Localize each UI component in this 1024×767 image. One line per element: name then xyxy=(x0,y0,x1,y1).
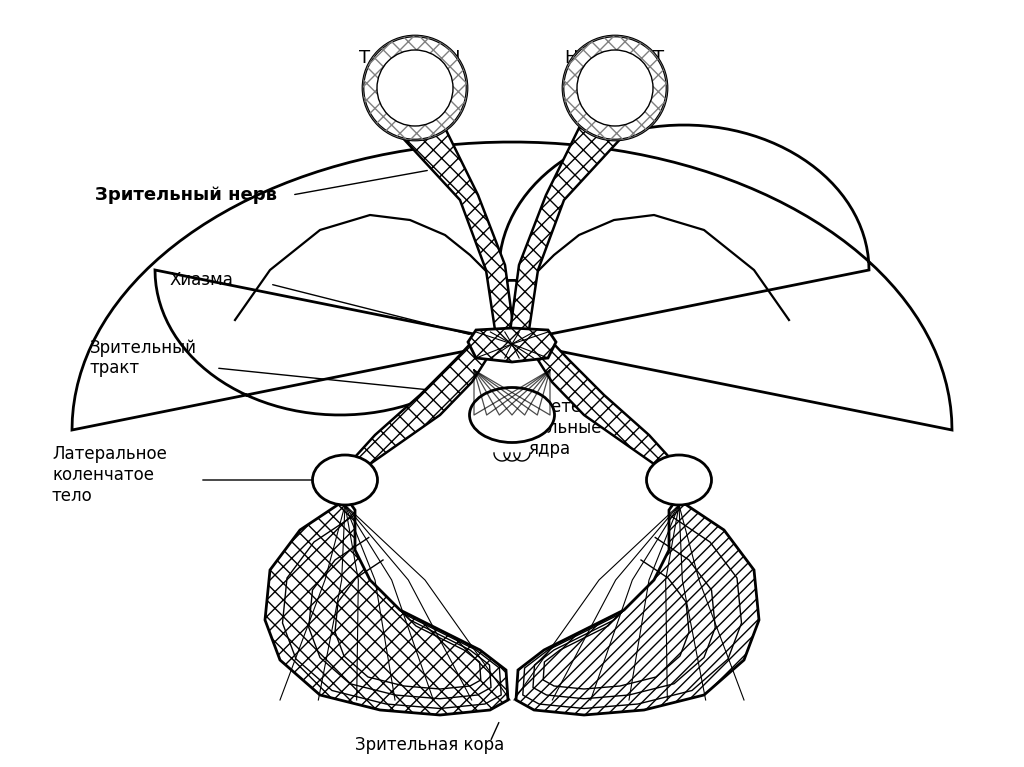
Polygon shape xyxy=(72,125,952,430)
Circle shape xyxy=(577,50,653,126)
Text: Зрительный
тракт: Зрительный тракт xyxy=(90,338,197,377)
Text: Зрительный нерв: Зрительный нерв xyxy=(95,186,278,204)
Polygon shape xyxy=(468,328,556,362)
Polygon shape xyxy=(400,128,514,338)
Text: T: T xyxy=(359,49,371,67)
Text: T: T xyxy=(653,49,665,67)
Circle shape xyxy=(563,36,667,140)
Polygon shape xyxy=(510,128,624,338)
Polygon shape xyxy=(345,342,486,478)
Polygon shape xyxy=(538,342,679,478)
Text: Зрительная кора: Зрительная кора xyxy=(355,736,505,754)
Text: H: H xyxy=(446,49,460,67)
Text: Латеральное
коленчатое
тело: Латеральное коленчатое тело xyxy=(52,445,167,505)
Text: H: H xyxy=(564,49,578,67)
Text: Хиазма: Хиазма xyxy=(170,271,233,289)
Ellipse shape xyxy=(312,455,378,505)
Polygon shape xyxy=(265,500,508,715)
Polygon shape xyxy=(516,500,759,715)
Circle shape xyxy=(377,50,453,126)
Ellipse shape xyxy=(469,387,555,443)
Text: Претек-
тальные
ядра: Претек- тальные ядра xyxy=(528,398,602,458)
Ellipse shape xyxy=(646,455,712,505)
Circle shape xyxy=(362,36,467,140)
